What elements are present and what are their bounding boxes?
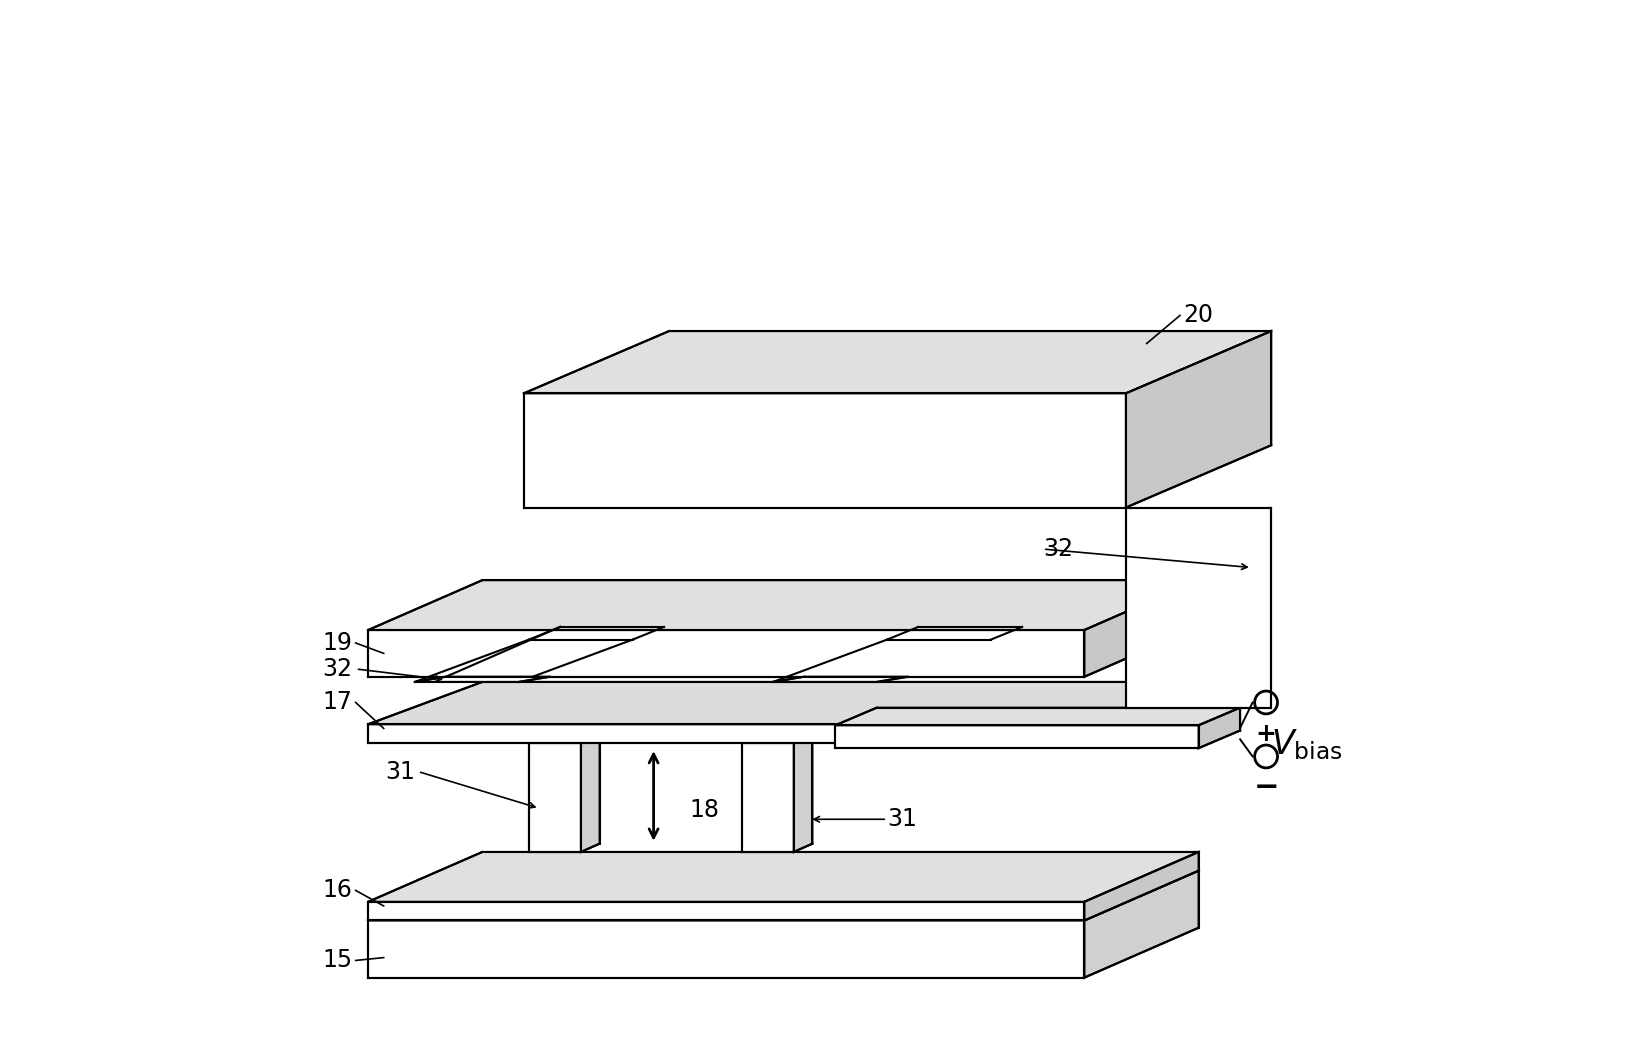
- Polygon shape: [836, 725, 1199, 748]
- Text: 20: 20: [1183, 303, 1214, 327]
- Polygon shape: [368, 724, 1085, 743]
- Polygon shape: [836, 708, 1240, 725]
- Polygon shape: [1085, 581, 1199, 676]
- Polygon shape: [368, 871, 1199, 920]
- Polygon shape: [368, 902, 1085, 920]
- Text: −: −: [1253, 773, 1279, 802]
- Polygon shape: [415, 676, 549, 682]
- Polygon shape: [1126, 507, 1271, 708]
- Polygon shape: [368, 920, 1085, 977]
- Polygon shape: [582, 734, 599, 852]
- Polygon shape: [1085, 871, 1199, 977]
- Polygon shape: [525, 331, 1271, 393]
- Polygon shape: [793, 734, 813, 852]
- Polygon shape: [741, 734, 813, 743]
- Polygon shape: [774, 676, 907, 682]
- Polygon shape: [525, 393, 1126, 507]
- Polygon shape: [1126, 331, 1271, 507]
- Polygon shape: [741, 743, 793, 852]
- Text: 16: 16: [323, 878, 352, 903]
- Polygon shape: [888, 627, 1021, 640]
- Polygon shape: [368, 581, 1199, 630]
- Text: 31: 31: [888, 807, 917, 831]
- Polygon shape: [1085, 852, 1199, 920]
- Text: 18: 18: [691, 798, 720, 823]
- Polygon shape: [368, 682, 1199, 724]
- Text: 32: 32: [1043, 538, 1074, 561]
- Polygon shape: [529, 627, 665, 640]
- Text: 32: 32: [323, 656, 352, 681]
- Text: 17: 17: [323, 690, 352, 714]
- Text: $V_\mathrm{bias}$: $V_\mathrm{bias}$: [1271, 728, 1342, 763]
- Polygon shape: [529, 734, 599, 743]
- Text: 31: 31: [384, 760, 415, 784]
- Polygon shape: [368, 852, 1199, 902]
- Polygon shape: [368, 630, 1085, 676]
- Text: 15: 15: [323, 949, 352, 972]
- Text: 19: 19: [323, 631, 352, 655]
- Polygon shape: [1199, 708, 1240, 748]
- Polygon shape: [1085, 682, 1199, 743]
- Polygon shape: [529, 743, 582, 852]
- Text: +: +: [1256, 722, 1277, 746]
